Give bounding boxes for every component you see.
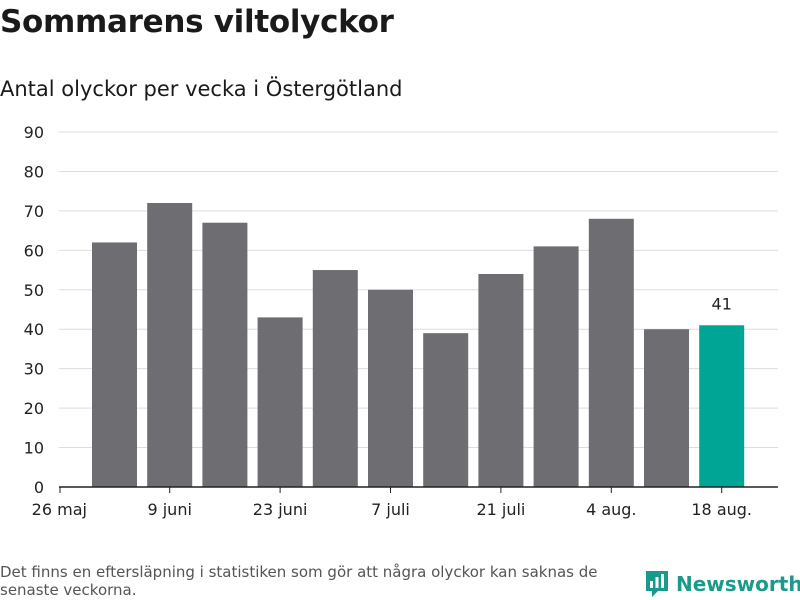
y-tick-label: 10 (24, 439, 44, 458)
bars (92, 203, 745, 487)
chart-title: Sommarens viltolyckor (0, 4, 394, 40)
bar (202, 222, 248, 487)
y-tick-label: 50 (24, 281, 44, 300)
brand-logo[interactable]: Newsworthy (644, 568, 800, 600)
bar (312, 270, 358, 487)
y-tick-label: 40 (24, 320, 44, 339)
newsworthy-logo-icon (646, 571, 668, 597)
bar (478, 274, 524, 487)
bar (588, 218, 634, 487)
bar-highlighted (699, 325, 745, 487)
y-tick-label: 80 (24, 162, 44, 181)
chart-subtitle: Antal olyckor per vecka i Östergötland (0, 77, 403, 101)
bar (368, 289, 413, 487)
y-tick-label: 60 (24, 241, 44, 260)
y-tick-label: 90 (24, 123, 44, 142)
x-tick-label: 23 juni (253, 500, 308, 519)
x-tick-label: 26 maj (32, 500, 87, 519)
y-tick-label: 20 (24, 399, 44, 418)
x-tick-label: 21 juli (476, 500, 525, 519)
footnote: Det finns en eftersläpning i statistiken… (0, 563, 598, 599)
y-tick-label: 30 (24, 360, 44, 379)
bar (147, 203, 193, 487)
x-tick-label: 4 aug. (586, 500, 636, 519)
bar (92, 242, 137, 487)
data-label-last-bar: 41 (712, 294, 732, 313)
x-tick-label: 9 juni (147, 500, 191, 519)
bar (257, 317, 303, 487)
y-axis-ticks: 0 10 20 30 40 50 60 70 80 90 (24, 123, 44, 497)
data-labels: 41 (712, 294, 732, 313)
bar (533, 246, 579, 487)
y-tick-label: 0 (34, 478, 44, 497)
bar-chart: 0 10 20 30 40 50 60 70 80 90 26 maj 9 juni 23 juni 7… (24, 123, 778, 519)
x-axis-ticks: 26 maj 9 juni 23 juni 7 juli 21 juli 4 aug. 18… (32, 487, 752, 519)
bar (423, 333, 469, 487)
bar (644, 329, 689, 487)
x-tick-label: 18 aug. (691, 500, 752, 519)
x-tick-label: 7 juli (371, 500, 410, 519)
brand-name: Newsworthy (676, 572, 800, 596)
y-tick-label: 70 (24, 202, 44, 221)
